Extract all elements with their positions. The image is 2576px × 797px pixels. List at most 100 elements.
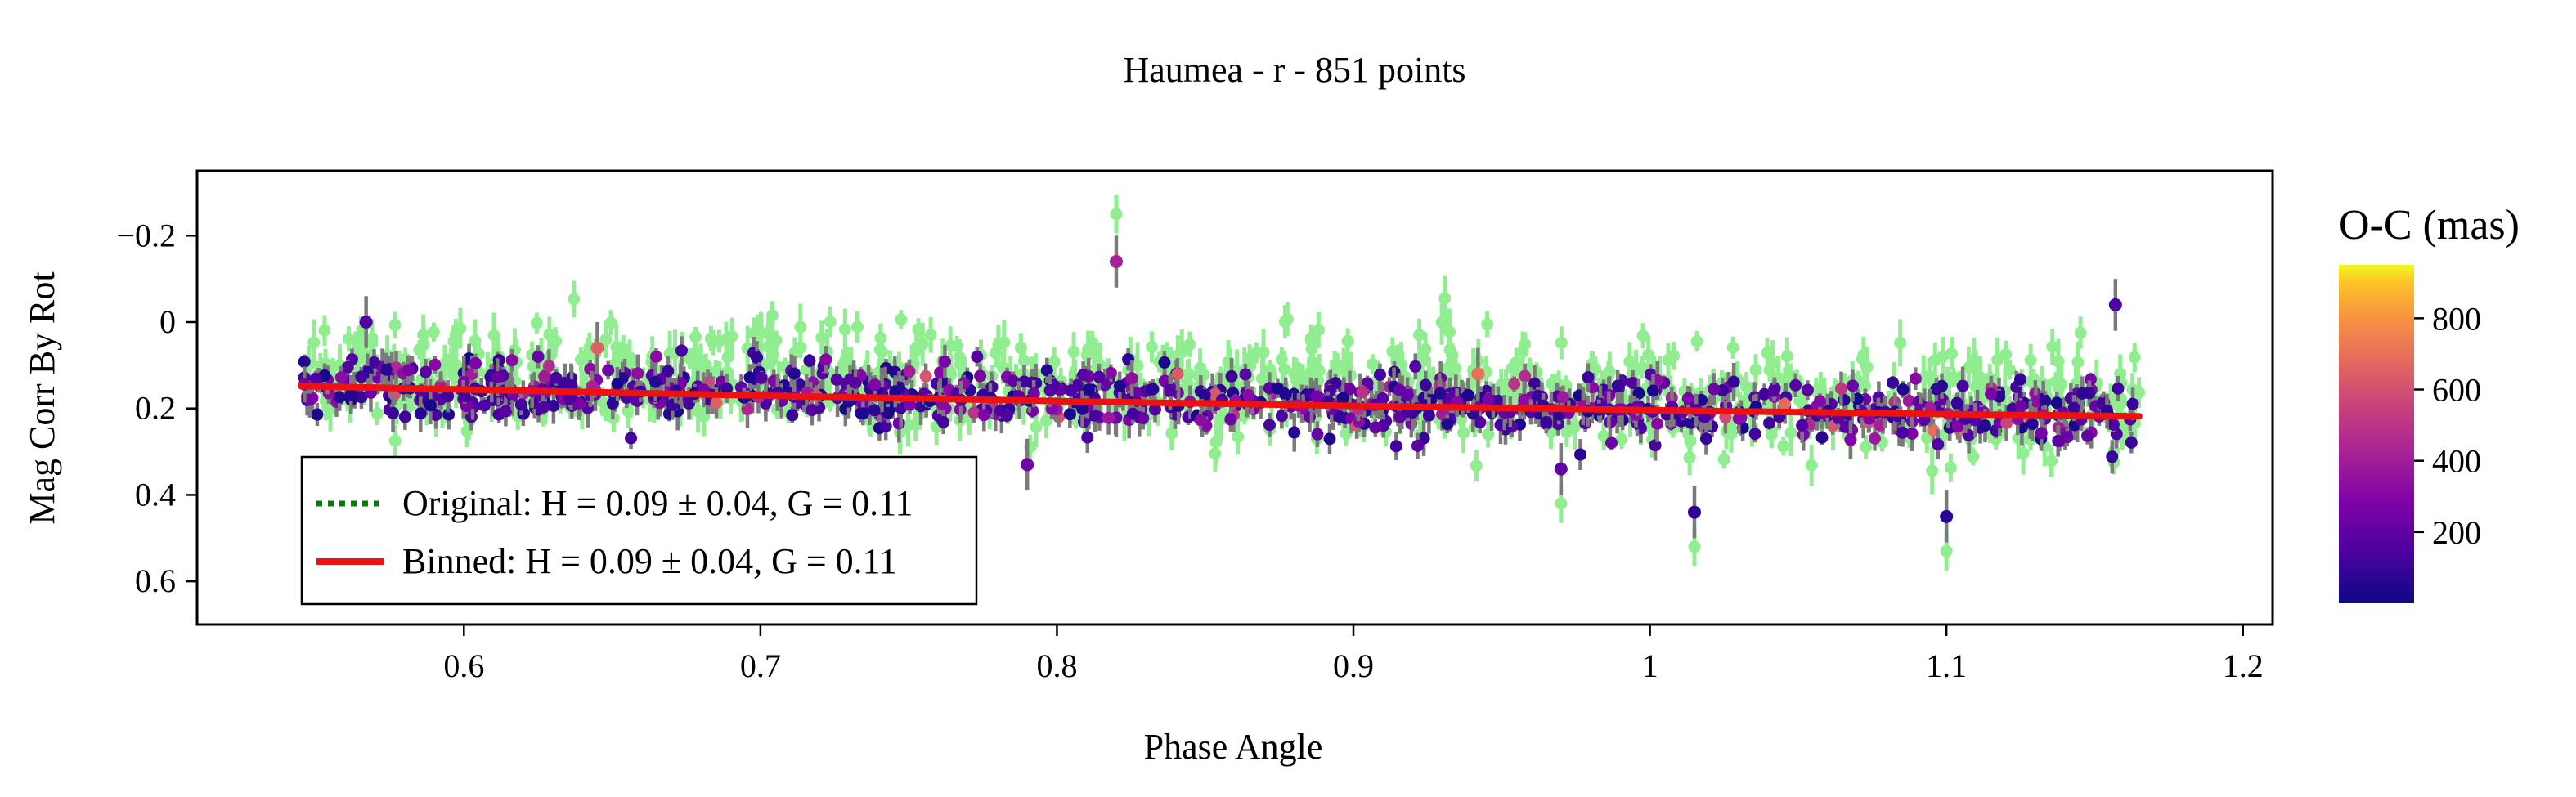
data-point [1519,338,1532,351]
data-point [1902,394,1915,407]
data-point [1333,410,1346,423]
data-point [388,319,402,332]
data-point [1043,384,1057,397]
data-point [1528,377,1542,390]
data-point [824,316,837,329]
data-point [2081,429,2094,442]
plot-frame [195,169,2274,626]
data-point [2035,427,2048,440]
data-point [1627,377,1640,390]
data-point [2076,387,2089,400]
data-point [1278,363,1291,376]
data-point [649,350,662,363]
data-point [1582,371,1595,384]
data-point [1303,410,1316,423]
data-point [838,323,851,336]
data-point [1685,416,1698,429]
data-point [1304,365,1317,378]
data-point [1991,353,2004,366]
data-point [1323,384,1336,397]
data-point [303,393,316,406]
data-point [1288,426,1301,439]
data-point [1065,384,1078,397]
data-point [1088,347,1101,360]
data-point [1030,377,1043,390]
data-point [1801,383,1814,396]
data-point [1165,383,1178,396]
data-point [1021,458,1034,472]
data-point [1940,509,1954,523]
legend-label-original: Original: H = 0.09 ± 0.04, G = 0.11 [402,483,913,523]
data-point [1175,346,1188,359]
data-point [478,399,491,412]
data-point [1555,336,1568,349]
data-point [1067,345,1080,358]
data-point [2014,400,2027,413]
data-point [1765,428,1778,441]
data-point [1409,360,1422,373]
data-point [709,365,722,378]
data-point [354,334,367,347]
data-point [1110,208,1123,221]
data-point [1263,363,1277,376]
data-point [1749,364,1762,377]
data-point [1271,382,1284,395]
colorbar: O-C (mas) 200 400 600 800 [2339,202,2520,603]
data-point [2107,418,2120,431]
data-point [786,409,799,422]
data-point [2067,401,2080,414]
data-point [725,329,738,343]
data-point [1027,387,1040,401]
data-point [2053,381,2066,394]
data-point [1209,447,1222,460]
data-point [1438,292,1452,305]
data-point [2039,395,2052,408]
x-tick-label: 0.8 [1036,647,1077,684]
data-point [649,375,662,388]
data-point [1291,374,1304,387]
data-point [334,371,348,384]
data-point [2046,340,2059,353]
data-point [1688,540,1701,553]
data-point [903,365,916,378]
data-point [2106,450,2119,463]
data-point [1305,343,1318,356]
data-point [1838,420,1851,433]
data-point [1905,427,1919,440]
data-point [1969,363,1982,376]
data-point [419,365,432,378]
data-point [1725,428,1738,441]
data-point [1048,356,1061,369]
data-point [1373,368,1386,381]
data-point [387,406,400,419]
data-point [2017,446,2030,459]
data-point [1446,349,1459,362]
data-point [1443,325,1456,338]
data-point [341,360,354,374]
legend-box [300,455,978,606]
data-point [469,357,482,370]
data-point [1732,412,1745,425]
data-point [623,351,636,364]
data-point [1531,389,1544,402]
data-point [2128,351,2141,364]
data-point [1171,368,1184,381]
data-point [1519,369,1532,383]
data-point [1126,407,1139,420]
data-point [901,419,914,432]
data-point [1063,408,1076,421]
data-point [815,331,828,344]
data-point [447,366,460,379]
x-axis-label: Phase Angle [1144,727,1323,767]
data-point [1145,340,1158,353]
data-point [1556,391,1569,404]
data-point [2126,397,2139,410]
data-point [1343,383,1356,396]
data-point [1102,411,1115,424]
data-point [1441,418,1454,431]
data-point [1093,370,1106,383]
data-point [1310,390,1323,403]
data-point [1232,430,1245,443]
data-point [1936,392,1949,405]
data-point [856,407,869,420]
